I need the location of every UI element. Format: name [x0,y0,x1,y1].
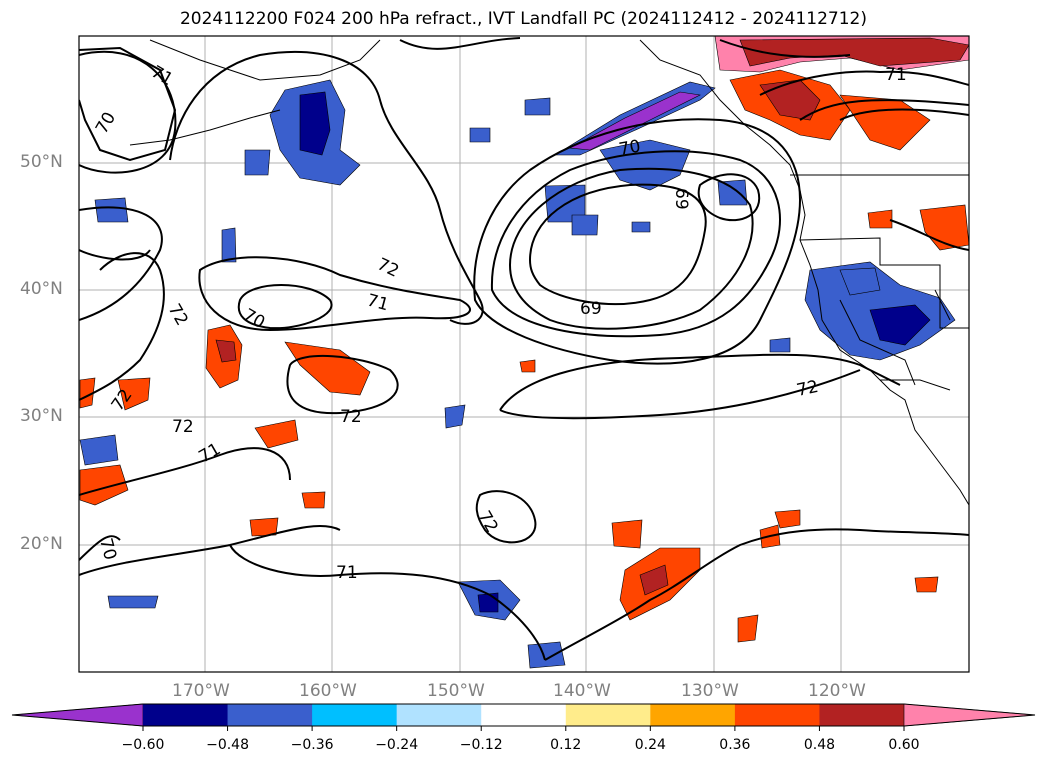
graticule [79,36,969,672]
contour-label: 72 [340,407,362,427]
refractivity-contours [79,37,969,661]
contour-label: 72 [795,377,820,401]
colorbar-tick-label: 0.60 [888,737,920,753]
lon-label-140w: 140°W [553,681,611,701]
colorbar-tick-label: −0.36 [290,737,334,753]
contour-label: 72 [164,301,192,330]
colorbar-tick-label: −0.48 [206,737,249,753]
lon-label-130w: 130°W [681,681,739,701]
contour-label: 69 [580,299,602,319]
contour-label: 69 [671,188,691,210]
colorbar-tick-label: −0.12 [459,737,503,753]
contour-label: 70 [617,136,642,159]
colorbar-tick-label: 0.36 [719,737,751,753]
contour-label: 72 [374,254,402,281]
colorbar-tick-label: 0.48 [803,737,836,753]
lon-label-120w: 120°W [808,681,866,701]
lat-label-20n: 20°N [20,534,63,554]
colorbar-tick-label: 0.24 [634,737,666,753]
lon-label-150w: 150°W [427,681,485,701]
lat-label-50n: 50°N [20,152,63,172]
lat-label-30n: 30°N [20,406,63,426]
contour-label: 71 [336,563,358,583]
contour-label: 71 [365,291,391,316]
lat-label-40n: 40°N [20,279,63,299]
map-frame [78,35,970,673]
contour-label: 70 [92,109,120,138]
contour-label: 72 [172,417,194,437]
colorbar-tick-label: 0.12 [550,737,582,753]
coastlines [129,39,969,506]
colorbar-tick-label: −0.24 [375,737,419,753]
contour-label: 70 [95,536,120,562]
lon-label-170w: 170°W [172,681,230,701]
contour-label: 71 [196,439,225,467]
map-title: 2024112200 F024 200 hPa refract., IVT La… [179,9,867,29]
lon-label-160w: 160°W [299,681,357,701]
contour-label: 71 [885,65,907,85]
colorbar-tick-label: −0.60 [121,737,165,753]
